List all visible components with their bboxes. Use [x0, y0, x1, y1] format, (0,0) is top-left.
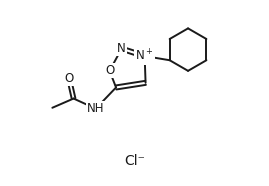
Text: NH: NH	[87, 102, 104, 115]
Text: Cl⁻: Cl⁻	[124, 154, 145, 168]
Text: N$^+$: N$^+$	[135, 48, 154, 64]
Text: O: O	[64, 72, 74, 85]
Text: O: O	[105, 64, 114, 77]
Text: N: N	[117, 42, 126, 55]
